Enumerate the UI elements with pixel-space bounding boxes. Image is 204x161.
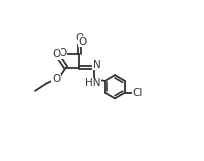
- Text: O: O: [52, 49, 60, 59]
- Text: O: O: [58, 48, 66, 58]
- Text: N: N: [93, 60, 101, 70]
- Text: Cl: Cl: [132, 88, 143, 98]
- Text: O: O: [78, 37, 86, 47]
- Text: O: O: [76, 33, 84, 43]
- Text: HN: HN: [85, 78, 100, 88]
- Text: O: O: [52, 74, 60, 84]
